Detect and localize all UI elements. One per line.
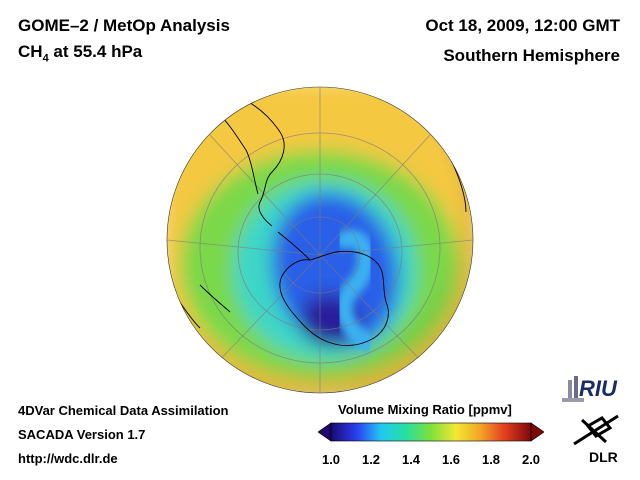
graticule — [167, 87, 473, 393]
antarctic-peninsula — [277, 231, 311, 261]
analysis-datetime: Oct 18, 2009, 12:00 GMT — [425, 16, 620, 35]
footer-version: SACADA Version 1.7 — [18, 427, 146, 442]
riu-logo-text: RIU — [579, 376, 618, 401]
antarctica-coast — [279, 250, 389, 346]
colorbar-tick-label: 1.4 — [401, 452, 421, 467]
species-label: CH4 at 55.4 hPa — [18, 42, 142, 64]
globe-map — [166, 86, 474, 394]
footer-url: http://wdc.dlr.de — [18, 451, 118, 466]
colorbar — [318, 422, 544, 442]
dlr-logo — [573, 414, 619, 446]
species-name: CH — [18, 42, 43, 61]
colorbar-low-arrow — [318, 422, 332, 442]
riu-logo: RIU — [562, 376, 618, 402]
colorbar-tick-label: 1.2 — [361, 452, 381, 467]
colorbar-tick-label: 1.8 — [481, 452, 501, 467]
colorbar-tick-label: 1.6 — [441, 452, 461, 467]
colorbar-high-arrow — [530, 422, 544, 442]
species-subscript: 4 — [42, 52, 49, 65]
hemisphere-label: Southern Hemisphere — [443, 46, 620, 65]
colorbar-title: Volume Mixing Ratio [ppmv] — [338, 402, 512, 417]
footer-method: 4DVar Chemical Data Assimilation — [18, 403, 229, 418]
south-america-coast — [219, 99, 285, 227]
dlr-logo-text: DLR — [589, 449, 618, 465]
colorbar-tick-label: 2.0 — [521, 452, 541, 467]
colorbar-ramp — [330, 422, 532, 442]
colorbar-ticks: 1.0 1.2 1.4 1.6 1.8 2.0 — [318, 452, 543, 468]
pressure-level: at 55.4 hPa — [53, 42, 143, 61]
map-title: GOME–2 / MetOp Analysis — [18, 16, 230, 35]
colorbar-tick-label: 1.0 — [321, 452, 341, 467]
